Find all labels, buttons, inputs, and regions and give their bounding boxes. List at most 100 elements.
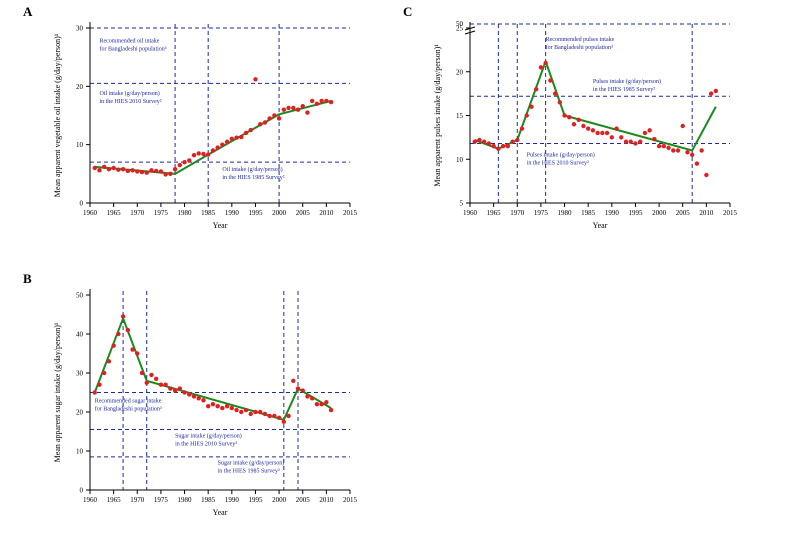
data-point (263, 412, 267, 416)
data-point (577, 118, 581, 122)
data-point (329, 100, 333, 104)
data-point (206, 404, 210, 408)
data-point (116, 332, 120, 336)
data-point (201, 152, 205, 156)
data-point (93, 166, 97, 170)
x-tick-label: 1970 (130, 496, 145, 504)
x-tick-label: 1960 (83, 496, 98, 504)
data-point (553, 91, 557, 95)
chart-B: 1960196519701975198019851990199520002005… (35, 275, 365, 525)
y-tick-label: 0 (80, 487, 84, 495)
data-point (534, 87, 538, 91)
data-point (595, 131, 599, 135)
chart-A: 1960196519701975198019851990199520002005… (35, 8, 365, 233)
x-tick-label: 2015 (723, 209, 738, 217)
data-point (652, 137, 656, 141)
data-point (253, 77, 257, 81)
data-point (159, 169, 163, 173)
x-tick-label: 1970 (130, 209, 145, 217)
data-point (301, 104, 305, 108)
x-tick-label: 1980 (558, 209, 573, 217)
y-tick-label: 20 (456, 68, 464, 76)
data-point (102, 371, 106, 375)
x-tick-label: 1980 (178, 209, 193, 217)
annotation: in the HIES 1985 Survey² (593, 87, 655, 93)
x-tick-label: 2010 (319, 209, 334, 217)
data-point (319, 99, 323, 103)
x-tick-label: 1995 (248, 209, 262, 217)
x-tick-label: 1970 (510, 209, 524, 217)
data-point (272, 414, 276, 418)
annotation: in the HIES 2010 Survey² (527, 161, 589, 167)
y-tick-label: 30 (76, 370, 84, 378)
y-tick-label: 30 (76, 25, 84, 33)
data-point (126, 169, 130, 173)
trend-line (95, 101, 331, 174)
data-point (149, 168, 153, 172)
x-tick-label: 1985 (201, 209, 216, 217)
data-point (586, 126, 590, 130)
panel-A: A196019651970197519801985199019952000200… (35, 8, 365, 233)
x-tick-label: 1960 (463, 209, 478, 217)
y-axis-title: Mean apparent pulses intake (g/day/perso… (433, 44, 442, 187)
data-point (107, 359, 111, 363)
x-tick-label: 1975 (534, 209, 549, 217)
data-point (591, 128, 595, 132)
data-point (97, 168, 101, 172)
data-point (163, 383, 167, 387)
y-axis-title: Mean apparent sugar intake (g/day/person… (53, 322, 62, 462)
data-point (671, 148, 675, 152)
x-axis-title: Year (593, 221, 608, 230)
data-point (197, 151, 201, 155)
data-point (614, 126, 618, 130)
annotation: for Bangladeshi population³ (546, 44, 613, 51)
data-point (272, 113, 276, 117)
data-point (121, 167, 125, 171)
data-point (482, 140, 486, 144)
data-point (168, 386, 172, 390)
data-point (510, 140, 514, 144)
data-point (230, 137, 234, 141)
data-point (211, 148, 215, 152)
data-point (286, 414, 290, 418)
data-point (154, 169, 158, 173)
data-point (173, 167, 177, 171)
panel-B: B196019651970197519801985199019952000200… (35, 275, 365, 525)
data-point (296, 107, 300, 111)
data-point (211, 402, 215, 406)
data-point (666, 146, 670, 150)
data-point (267, 116, 271, 120)
data-point (154, 377, 158, 381)
data-point (282, 420, 286, 424)
data-point (515, 138, 519, 142)
data-point (305, 394, 309, 398)
data-point (506, 144, 510, 148)
data-point (111, 344, 115, 348)
x-tick-label: 1960 (83, 209, 98, 217)
data-point (220, 406, 224, 410)
data-point (140, 170, 144, 174)
x-axis-title: Year (213, 221, 228, 230)
data-point (135, 351, 139, 355)
annotation: Sugar intake (g/day/person) (175, 432, 242, 439)
data-point (501, 144, 505, 148)
data-point (477, 138, 481, 142)
data-point (277, 416, 281, 420)
annotation: Sugar intake (g/day/person) (218, 460, 285, 467)
data-point (102, 165, 106, 169)
data-point (206, 152, 210, 156)
data-point (600, 131, 604, 135)
x-tick-label: 2015 (343, 209, 358, 217)
x-tick-label: 1990 (225, 209, 240, 217)
data-point (215, 404, 219, 408)
x-tick-label: 1985 (201, 496, 216, 504)
data-point (610, 135, 614, 139)
x-tick-label: 2010 (319, 496, 334, 504)
data-point (305, 110, 309, 114)
data-point (647, 128, 651, 132)
data-point (239, 410, 243, 414)
y-tick-label: 50 (76, 292, 84, 300)
annotation: for Bangladeshi population³ (99, 46, 166, 53)
y-tick-label: 10 (76, 448, 84, 456)
data-point (159, 383, 163, 387)
